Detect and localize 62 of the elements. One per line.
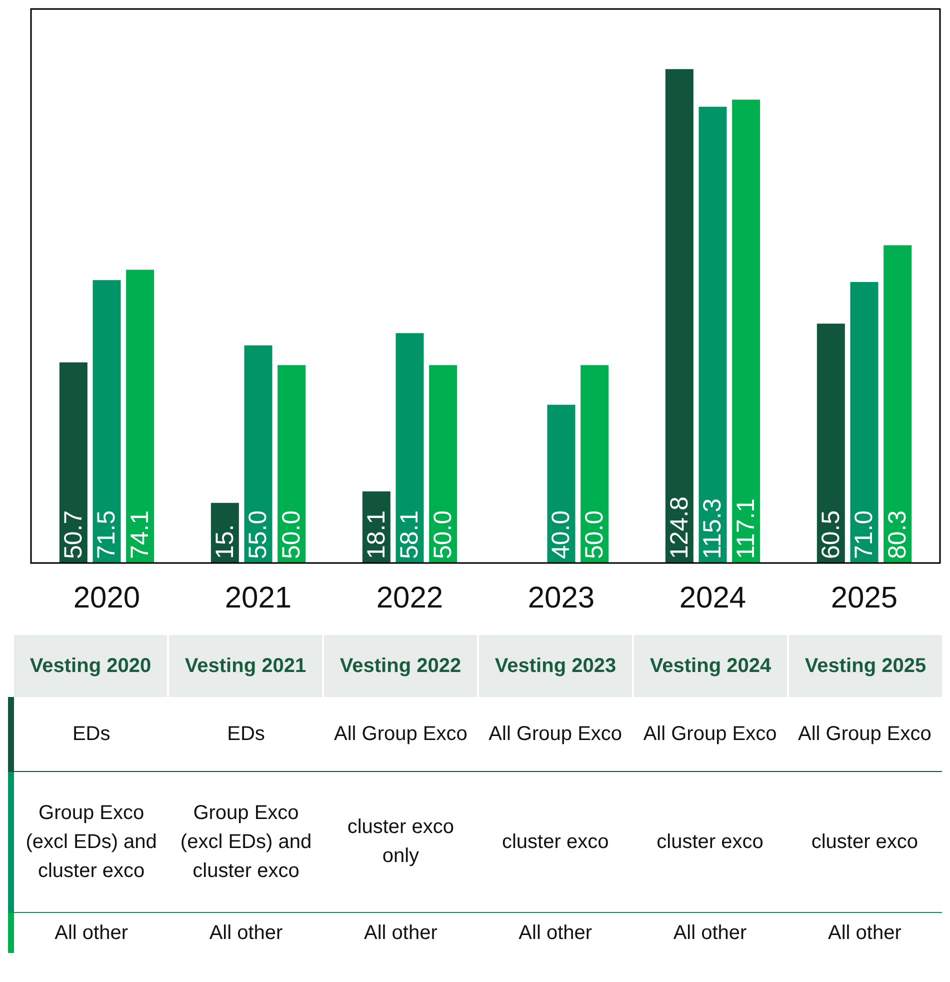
text: Vesting 2025 xyxy=(804,654,926,678)
text: All Group Exco xyxy=(643,722,777,746)
text: cluster exco xyxy=(502,830,609,854)
bar xyxy=(665,69,694,563)
data-label: 124.8 xyxy=(665,496,694,559)
bar xyxy=(244,345,272,563)
text: Group Exco (excl EDs) and cluster exco xyxy=(179,800,313,884)
text: All other xyxy=(518,920,592,946)
data-label: 18.1 xyxy=(362,510,390,559)
bar xyxy=(278,365,306,563)
text: All other xyxy=(209,920,283,946)
text: All other xyxy=(673,920,747,946)
text: cluster exco xyxy=(811,830,918,854)
bar xyxy=(580,365,609,563)
x-tick-label: 2021 xyxy=(224,581,292,614)
x-tick-label: 2023 xyxy=(528,581,595,614)
x-tick-label: 2022 xyxy=(376,581,444,614)
text: Vesting 2022 xyxy=(340,654,462,678)
data-label: 117.1 xyxy=(732,498,760,559)
bar xyxy=(396,333,424,563)
bar xyxy=(92,280,121,563)
text: Group Exco (excl EDs) and cluster exco xyxy=(24,800,158,884)
data-label: 58.1 xyxy=(396,510,424,559)
bar xyxy=(547,404,576,563)
data-label: 60.5 xyxy=(816,510,845,559)
bar xyxy=(429,365,458,563)
bar xyxy=(59,362,88,563)
bar xyxy=(732,100,760,563)
text: EDs xyxy=(72,722,110,746)
bar xyxy=(850,282,878,563)
data-label: 71.5 xyxy=(92,510,121,559)
data-label: 55.0 xyxy=(244,510,272,559)
data-label: 80.3 xyxy=(883,510,912,559)
data-label: 50.0 xyxy=(277,510,306,559)
text: Vesting 2021 xyxy=(184,654,306,678)
text: cluster exco xyxy=(656,830,764,854)
x-tick-label: 2024 xyxy=(679,581,746,614)
bar xyxy=(126,270,154,563)
text: Vesting 2024 xyxy=(650,654,772,678)
bar xyxy=(816,324,845,563)
text: Vesting 2020 xyxy=(30,654,152,678)
data-label: 115.3 xyxy=(698,498,727,559)
text: All Group Exco xyxy=(488,722,622,746)
bar xyxy=(698,106,727,563)
bar xyxy=(884,245,912,563)
data-label: 50.7 xyxy=(59,510,88,559)
data-label: 50.0 xyxy=(580,510,608,559)
text: All other xyxy=(364,920,438,946)
data-label: 40.0 xyxy=(547,510,576,559)
x-tick-label: 2025 xyxy=(830,581,898,614)
data-label: 15. xyxy=(210,524,239,559)
data-label: 71.0 xyxy=(850,510,878,559)
text: cluster exco only xyxy=(346,815,456,869)
text: EDs xyxy=(227,722,265,746)
text: Vesting 2023 xyxy=(494,654,616,678)
x-tick-label: 2020 xyxy=(73,581,140,614)
data-label: 50.0 xyxy=(428,510,457,559)
text: All other xyxy=(54,920,128,946)
text: All Group Exco xyxy=(334,722,468,746)
text: All other xyxy=(828,920,902,946)
data-label: 74.1 xyxy=(126,510,154,559)
text: All Group Exco xyxy=(798,722,932,746)
